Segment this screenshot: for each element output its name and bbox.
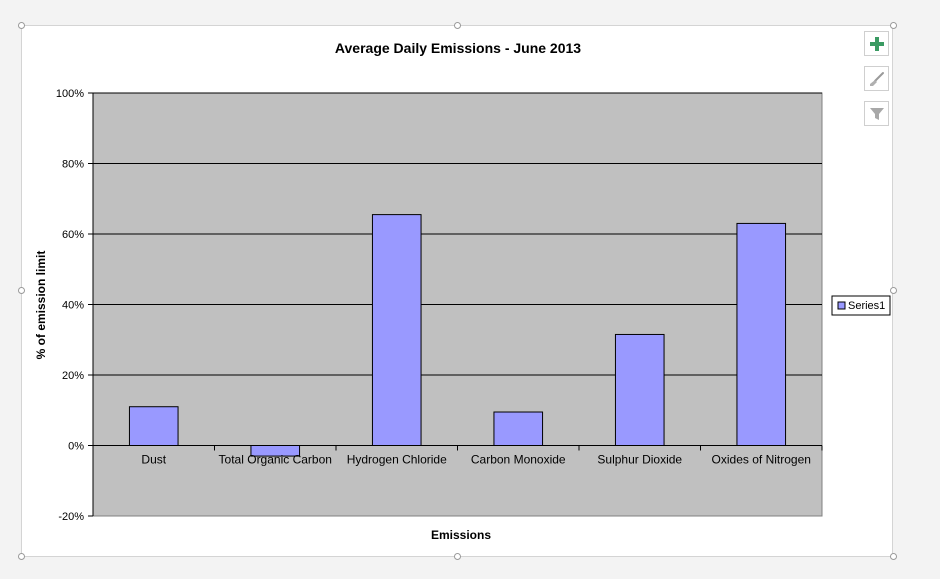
- y-tick-label: 100%: [56, 88, 84, 100]
- x-tick-labels: Dust Total Organic Carbon Hydrogen Chlorid…: [141, 453, 811, 467]
- chart-title[interactable]: Average Daily Emissions - June 2013: [335, 40, 581, 56]
- chart-elements-button[interactable]: [864, 31, 889, 56]
- y-tick-label: 60%: [62, 229, 84, 241]
- resize-handle-bottom-right[interactable]: [890, 553, 897, 560]
- bar-carbon-monoxide[interactable]: [493, 411, 544, 447]
- chart-styles-button[interactable]: [864, 66, 889, 91]
- legend[interactable]: Series1: [831, 295, 891, 316]
- x-axis-title[interactable]: Emissions: [431, 528, 491, 542]
- x-tick-label: Dust: [141, 453, 166, 467]
- y-tick-label: 40%: [62, 300, 84, 312]
- resize-handle-top[interactable]: [454, 22, 461, 29]
- y-tick-label: 80%: [62, 159, 84, 171]
- bar-oxides-of-nitrogen[interactable]: [736, 222, 787, 446]
- x-tick-label: Sulphur Dioxide: [597, 453, 682, 467]
- gridlines: [93, 92, 822, 376]
- y-tick-labels: -20% 0% 20% 40% 60% 80% 100%: [56, 88, 84, 523]
- y-tick-label: -20%: [58, 511, 84, 523]
- resize-handle-left[interactable]: [18, 287, 25, 294]
- y-tick-label: 20%: [62, 370, 84, 382]
- resize-handle-top-right[interactable]: [890, 22, 897, 29]
- legend-box: [831, 295, 891, 316]
- resize-handle-bottom[interactable]: [454, 553, 461, 560]
- chart-filters-button[interactable]: [864, 101, 889, 126]
- y-axis-title[interactable]: % of emission limit: [34, 251, 48, 360]
- x-tick-label: Total Organic Carbon: [219, 453, 332, 467]
- x-tick-label: Hydrogen Chloride: [347, 453, 447, 467]
- axes: [88, 92, 823, 517]
- bar-hydrogen-chloride[interactable]: [371, 214, 422, 446]
- legend-swatch: [837, 301, 846, 310]
- bar-sulphur-dioxide[interactable]: [614, 333, 665, 446]
- filter-icon: [869, 107, 884, 120]
- x-tick-label: Oxides of Nitrogen: [712, 453, 811, 467]
- bar-dust[interactable]: [128, 406, 179, 447]
- resize-handle-top-left[interactable]: [18, 22, 25, 29]
- plus-icon: [869, 36, 884, 51]
- brush-icon: [869, 71, 884, 86]
- legend-entry-series1: Series1: [848, 300, 885, 312]
- y-tick-label: 0%: [68, 441, 84, 453]
- bar-series: [128, 214, 787, 457]
- resize-handle-bottom-left[interactable]: [18, 553, 25, 560]
- resize-handle-right[interactable]: [890, 287, 897, 294]
- x-tick-label: Carbon Monoxide: [471, 453, 566, 467]
